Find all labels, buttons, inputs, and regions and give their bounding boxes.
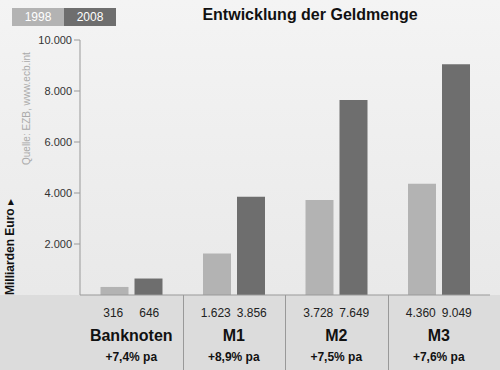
svg-text:+7,5% pa: +7,5% pa <box>310 350 362 364</box>
svg-text:M2: M2 <box>325 327 347 344</box>
svg-text:4.360: 4.360 <box>406 306 436 320</box>
svg-text:+8,9% pa: +8,9% pa <box>208 350 260 364</box>
html-text:1998: 1998 <box>24 10 52 24</box>
svg-text:6.000: 6.000 <box>44 136 72 148</box>
svg-text:7.649: 7.649 <box>339 306 369 320</box>
html-text:Milliarden Euro ▸: Milliarden Euro ▸ <box>3 199 17 295</box>
html-text:Quelle: EZB, www.ecb.int: Quelle: EZB, www.ecb.int <box>21 52 32 165</box>
html-text:2008: 2008 <box>76 10 104 24</box>
svg-text:+7,6% pa: +7,6% pa <box>413 350 465 364</box>
svg-text:1.623: 1.623 <box>201 306 231 320</box>
svg-text:10.000: 10.000 <box>38 34 72 46</box>
html-text:Entwicklung der Geldmenge: Entwicklung der Geldmenge <box>202 6 418 23</box>
svg-text:316: 316 <box>103 306 123 320</box>
svg-text:9.049: 9.049 <box>442 306 472 320</box>
svg-text:2.000: 2.000 <box>44 238 72 250</box>
svg-text:4.000: 4.000 <box>44 187 72 199</box>
svg-text:+7,4% pa: +7,4% pa <box>105 350 157 364</box>
svg-text:3.856: 3.856 <box>237 306 267 320</box>
svg-text:M1: M1 <box>223 327 245 344</box>
svg-text:8.000: 8.000 <box>44 85 72 97</box>
svg-text:646: 646 <box>139 306 159 320</box>
svg-text:3.728: 3.728 <box>303 306 333 320</box>
svg-text:Banknoten: Banknoten <box>90 327 173 344</box>
svg-text:M3: M3 <box>428 327 450 344</box>
